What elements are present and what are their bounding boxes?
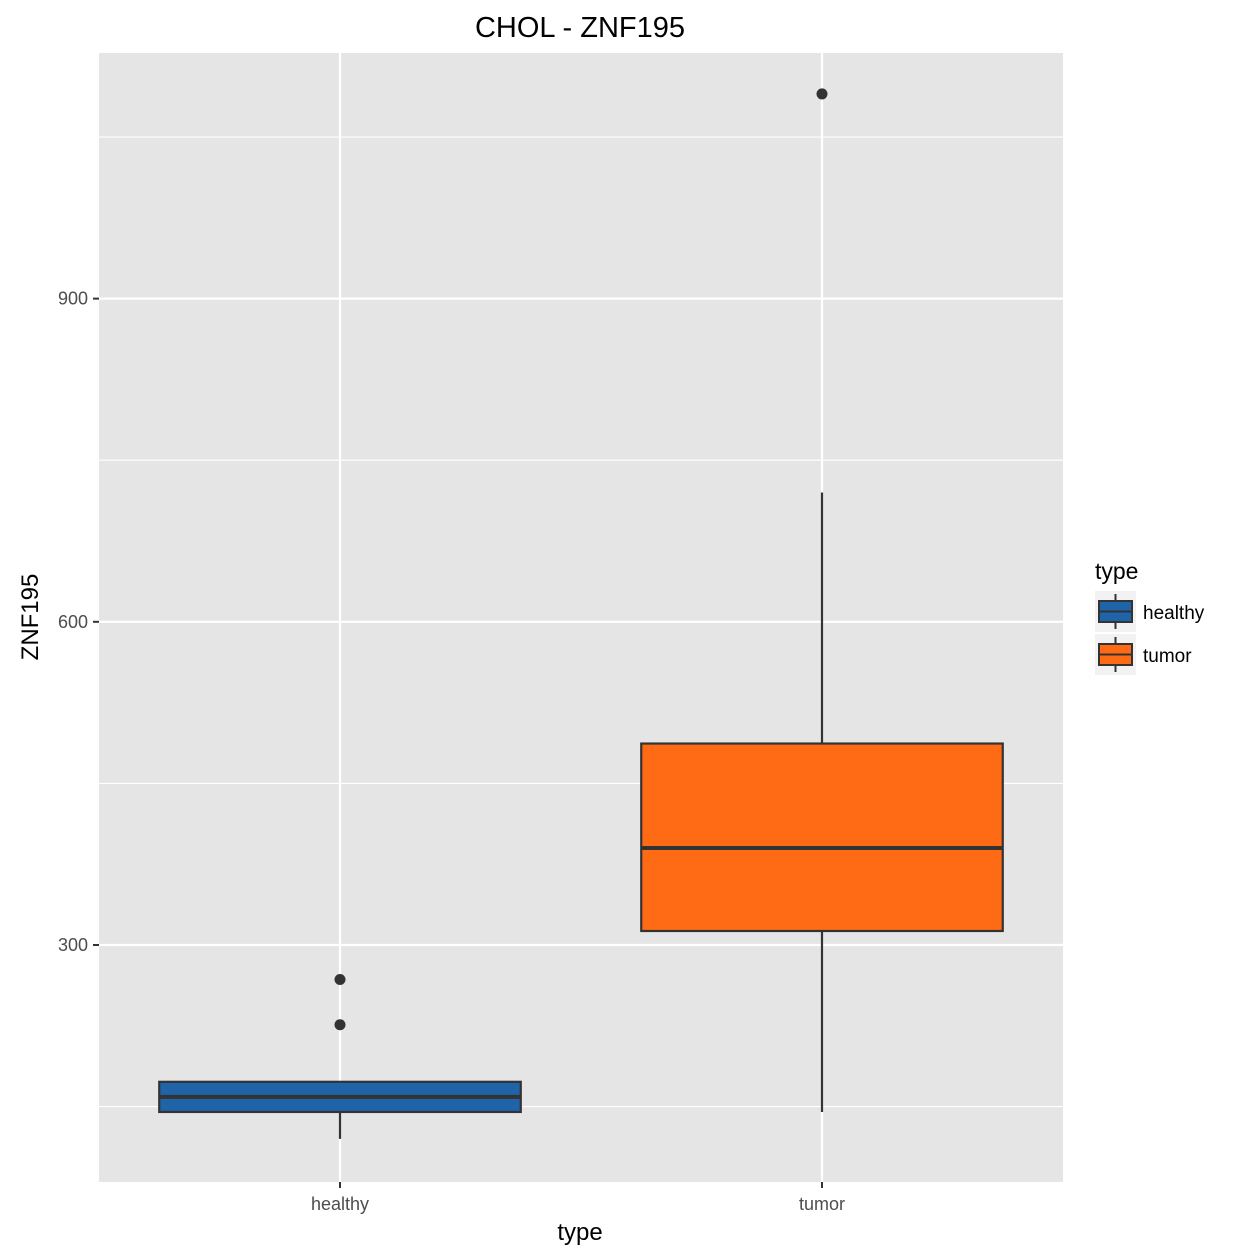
- x-axis-title: type: [557, 1219, 602, 1246]
- y-tick-label: 600: [58, 612, 88, 632]
- y-axis-title: ZNF195: [17, 574, 44, 661]
- box-tumor: [640, 742, 1004, 933]
- outlier-point: [334, 1019, 346, 1031]
- x-tick-label: healthy: [311, 1194, 369, 1214]
- outlier-point: [334, 973, 346, 985]
- legend-title: type: [1095, 558, 1138, 584]
- y-tick-label: 900: [58, 289, 88, 309]
- chart-title: CHOL - ZNF195: [475, 12, 685, 44]
- legend-label: healthy: [1143, 603, 1205, 624]
- box-layer: [158, 88, 1004, 1139]
- x-tick-label: tumor: [799, 1194, 845, 1214]
- plot-panel: [99, 53, 1063, 1182]
- outlier-point: [816, 88, 828, 100]
- y-tick-label: 300: [58, 935, 88, 955]
- axes: 300 600 900 healthy tumor: [58, 289, 845, 1214]
- legend: type healthy tumor: [1095, 558, 1205, 675]
- legend-label: tumor: [1143, 646, 1192, 667]
